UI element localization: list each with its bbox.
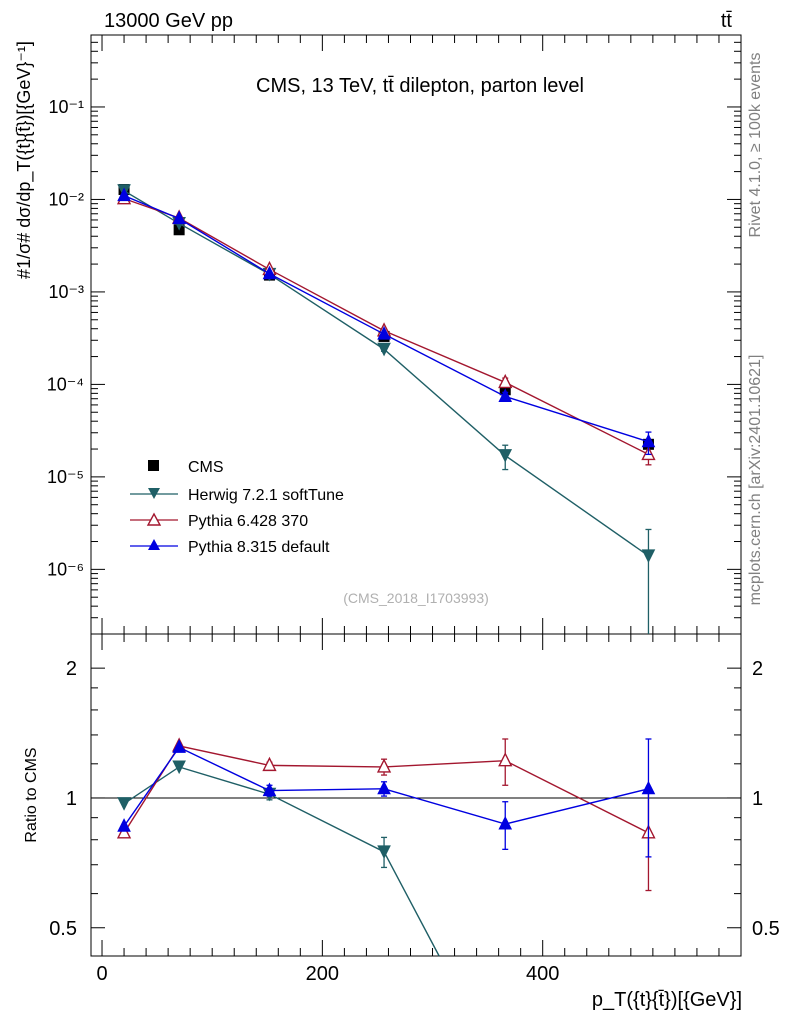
legend: CMS Herwig 7.2.1 softTune Pythia 6.428 3… [130,459,344,556]
main-point-pythia8 [262,265,277,280]
ratio-point-pythia8 [172,739,186,753]
ratio-line-pythia8 [123,746,649,827]
main-point-pythia8 [641,433,656,448]
x-tick-label: 0 [96,963,107,985]
x-axis-label: p_T({t}{t̄})[{GeV}] [592,989,742,1011]
legend-label-pythia6: Pythia 6.428 370 [188,513,308,530]
main-y-tick-label: 10⁻¹ [48,97,84,117]
main-y-tick-label: 10⁻³ [48,282,84,302]
main-y-tick-label: 10⁻⁵ [47,467,84,487]
main-point-pythia8 [172,210,186,225]
main-series-layer [116,184,656,634]
ratio-point-pythia6 [262,756,277,772]
ratio-series-pythia8 [117,738,656,858]
header-right: tt̄ [721,10,733,32]
legend-label-herwig: Herwig 7.2.1 softTune [188,487,344,504]
ratio-y-tick-label-left: 2 [66,658,77,680]
main-series-herwig [117,184,656,634]
chart-title: CMS, 13 TeV, tt̄ dilepton, parton level [256,75,584,97]
main-series-pythia8 [117,187,656,456]
ratio-plot-frame [90,633,742,957]
legend-entry-cms: CMS [148,459,224,476]
main-point-pythia8 [377,325,391,340]
main-point-pythia8 [117,187,131,202]
ratio-point-pythia6 [376,758,392,773]
rivet-version-label: Rivet 4.1.0, ≥ 100k events [747,53,764,238]
ratio-series-layer [116,737,656,957]
ratio-point-herwig [377,845,391,859]
ratio-point-herwig [172,760,186,775]
legend-label-cms: CMS [188,459,224,476]
ratio-point-pythia8 [262,782,277,797]
legend-entry-pythia6: Pythia 6.428 370 [130,512,308,530]
legend-entry-pythia8: Pythia 8.315 default [130,539,330,556]
ratio-point-pythia6 [498,752,513,767]
legend-marker-pythia6 [146,512,162,526]
header-left: 13000 GeV pp [104,10,233,32]
main-point-pythia8 [498,388,513,402]
main-line-pythia8 [123,194,649,443]
ratio-axis-ticks: 0.5 0.5 1 1 2 2 0 200 400 [49,634,780,985]
analysis-watermark: (CMS_2018_I1703993) [343,590,489,606]
main-point-herwig [641,549,656,563]
ratio-point-pythia8 [641,780,656,795]
main-y-tick-label: 10⁻⁴ [47,374,84,394]
legend-entry-herwig: Herwig 7.2.1 softTune [130,487,344,504]
ratio-line-herwig [123,766,440,957]
ratio-point-herwig [117,797,131,811]
main-point-herwig [377,342,391,357]
ratio-point-pythia8 [117,818,131,832]
main-series-pythia6 [116,190,656,466]
ratio-y-tick-label-left: 0.5 [49,918,77,940]
main-y-axis-label: #1/σ# dσ/dp_T({t}{t̄})[{GeV}⁻¹] [14,41,35,279]
main-series-cms [118,184,654,450]
ratio-y-tick-label-left: 1 [66,788,77,810]
main-axis-ticks: 10⁻⁶ 10⁻⁵ 10⁻⁴ 10⁻³ 10⁻² 10⁻¹ [47,35,742,635]
ratio-point-pythia8 [377,780,391,795]
main-point-pythia6 [498,373,513,389]
legend-marker-pythia8 [148,539,160,550]
ratio-y-axis-label: Ratio to CMS [23,747,40,842]
ratio-y-tick-label-right: 1 [752,788,763,810]
main-point-herwig [498,449,513,463]
main-y-tick-label: 10⁻⁶ [47,559,84,579]
legend-marker-cms [148,460,159,471]
x-tick-label: 400 [526,963,559,985]
main-y-tick-label: 10⁻² [48,189,84,209]
ratio-point-pythia6 [116,824,132,839]
main-line-herwig [123,190,649,557]
source-label: mcplots.cern.ch [arXiv:2401.10621] [747,355,764,606]
x-tick-label: 200 [306,963,339,985]
ratio-y-tick-label-right: 2 [752,658,763,680]
ratio-point-pythia8 [498,815,513,830]
legend-label-pythia8: Pythia 8.315 default [188,539,330,556]
legend-marker-herwig [148,488,160,499]
ratio-y-tick-label-right: 0.5 [752,918,780,940]
